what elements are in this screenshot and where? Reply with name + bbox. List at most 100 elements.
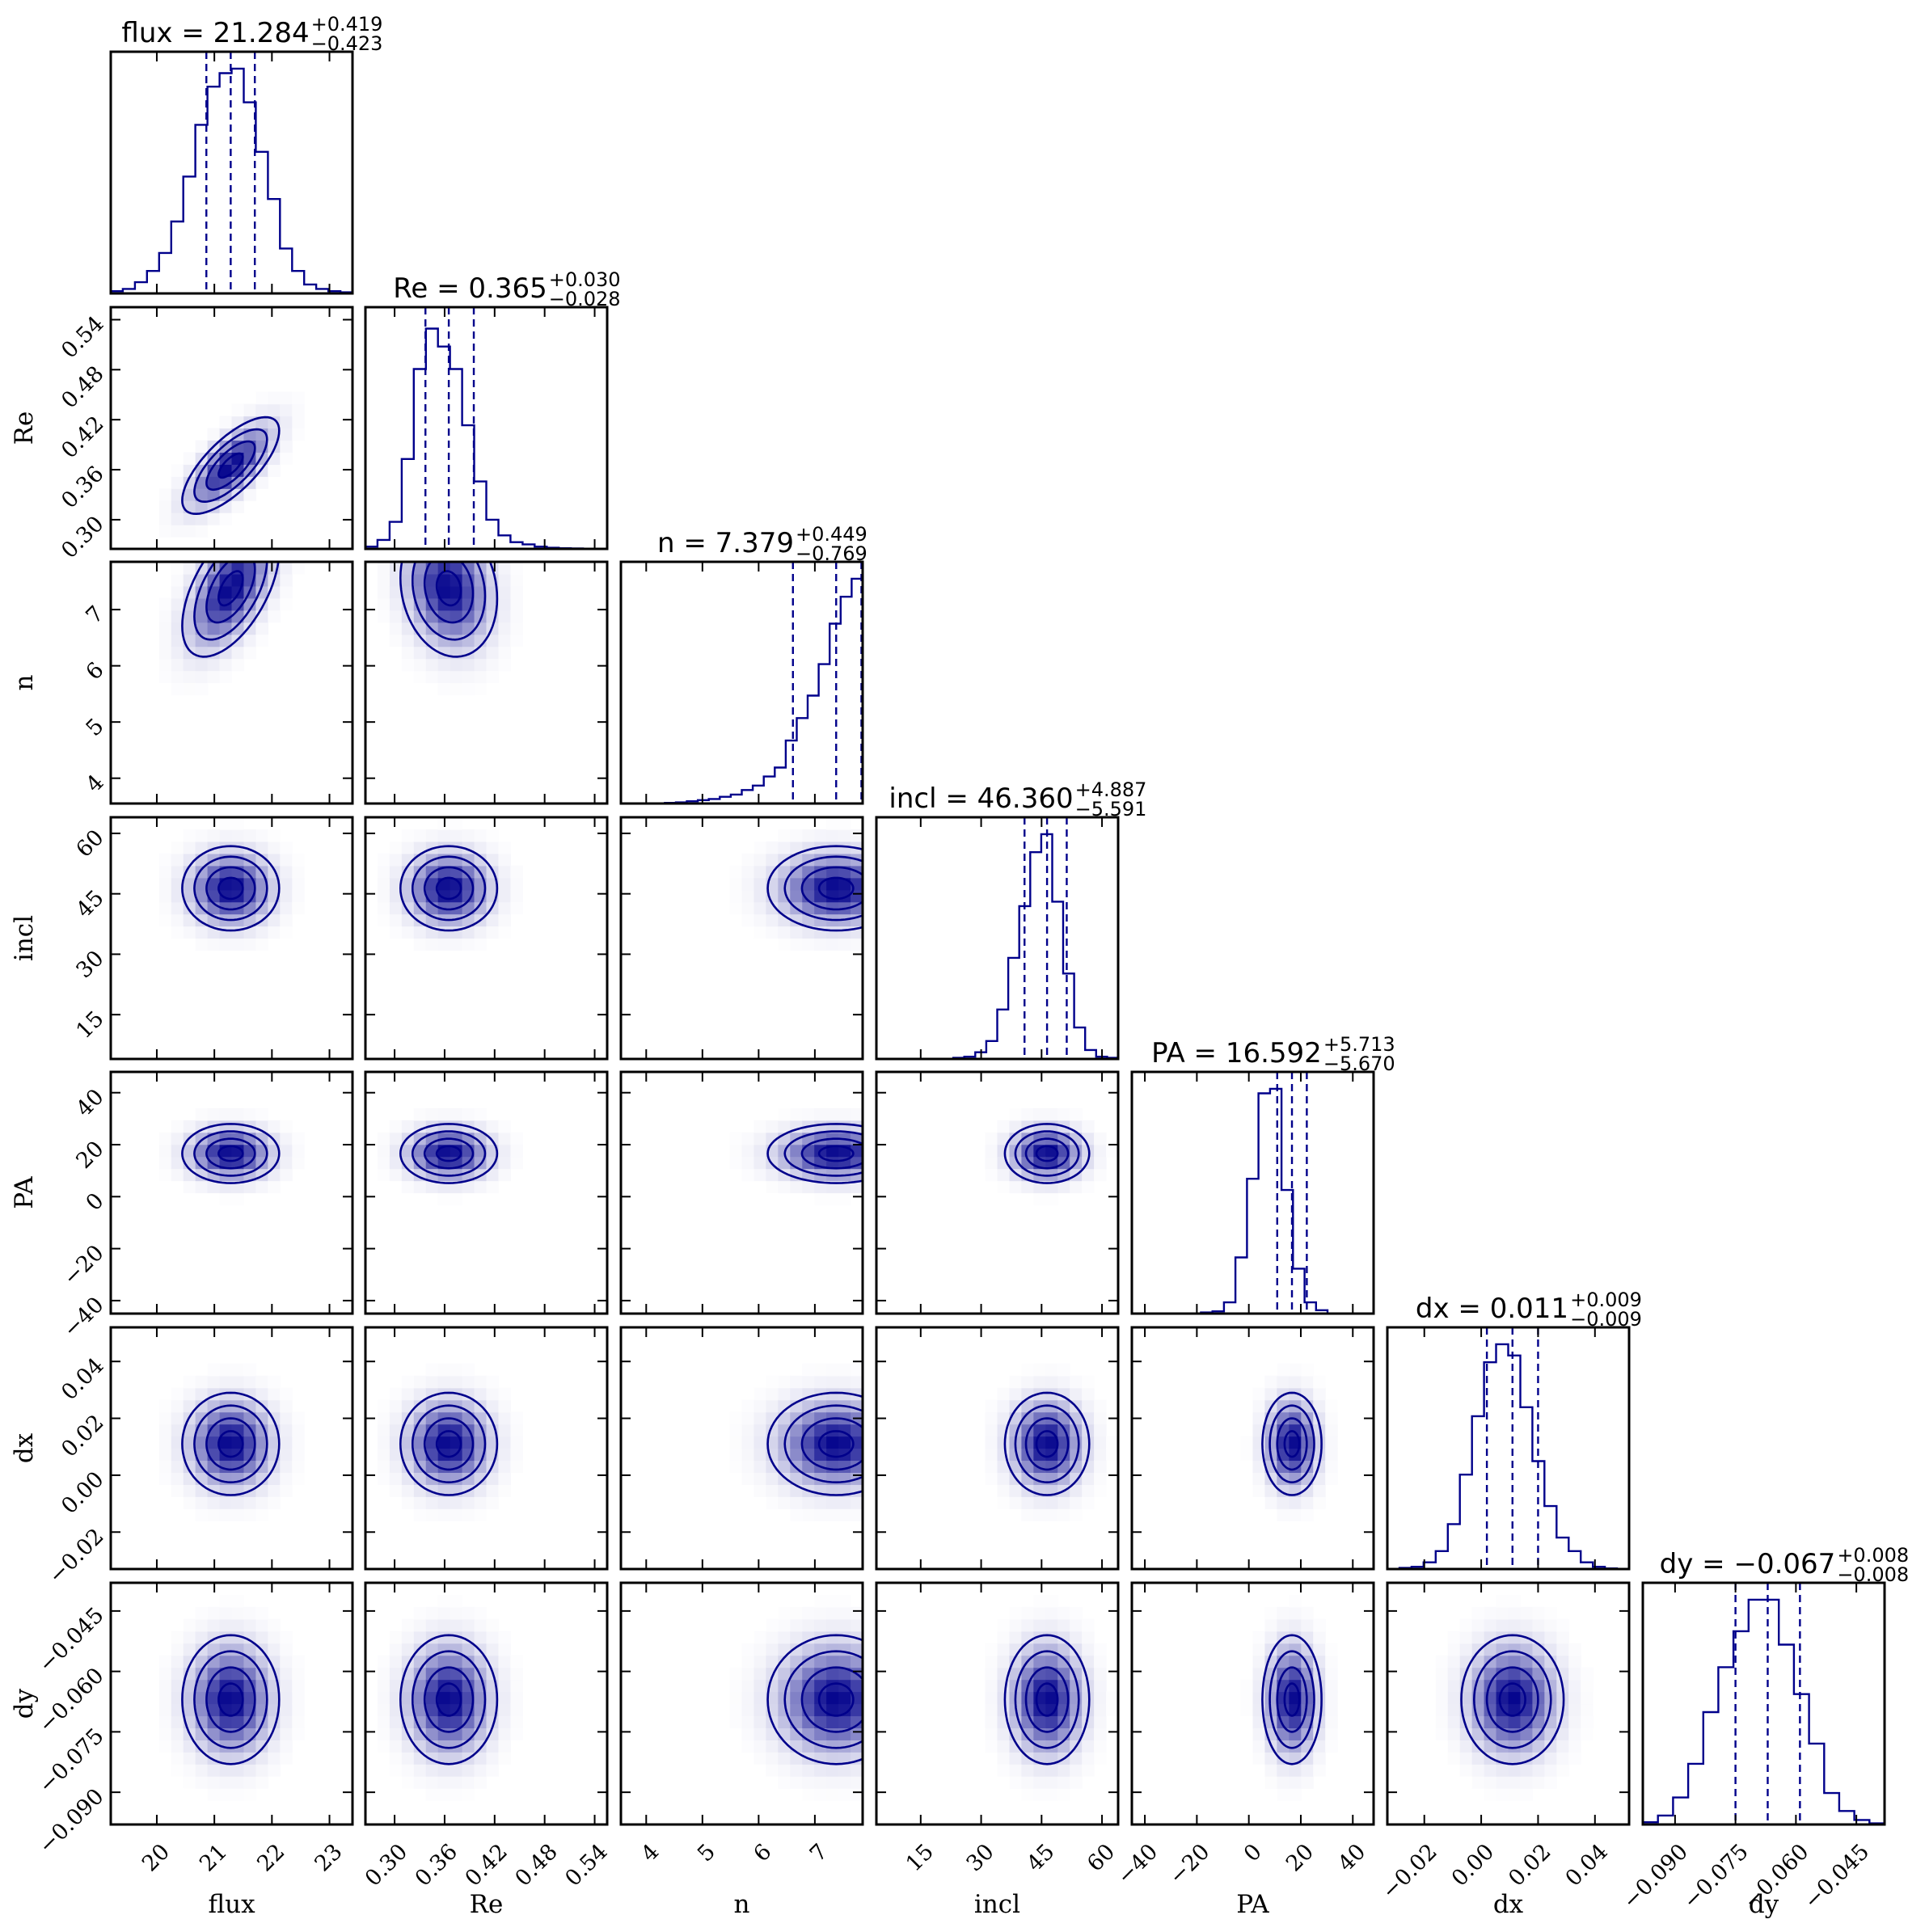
density-cell: [450, 670, 463, 684]
density-cell: [195, 877, 209, 891]
density-cell: [377, 1472, 390, 1485]
density-cell: [183, 1399, 196, 1413]
density-cell: [1289, 1618, 1302, 1632]
density-cell: [389, 913, 403, 927]
title-n: n = 7.379: [657, 527, 794, 559]
density-cell: [1313, 1630, 1326, 1644]
density-cell: [255, 403, 268, 417]
density-cell: [158, 634, 172, 648]
contour-dx-dy: [1498, 1682, 1526, 1717]
density-cell: [1106, 1691, 1118, 1705]
density-cell: [1471, 1606, 1485, 1620]
density-cell: [826, 926, 839, 939]
density-cell: [997, 1120, 1011, 1133]
contour-PA-dx: [1276, 1417, 1308, 1471]
density-cell: [790, 1424, 803, 1437]
density-cell: [243, 1508, 256, 1521]
density-cell: [158, 1472, 172, 1485]
density-cell: [401, 913, 415, 927]
density-cell: [814, 1764, 827, 1777]
density-cell: [1264, 1436, 1277, 1449]
density-cell: [450, 853, 463, 867]
panel-content: [158, 562, 305, 696]
density-cell: [243, 488, 256, 501]
density-cell: [778, 1727, 791, 1740]
y-tick-label: 0.42: [57, 411, 108, 463]
density-cell: [790, 1436, 803, 1449]
density-cell: [401, 1399, 415, 1413]
density-cell: [1264, 1764, 1277, 1777]
density-cell: [510, 597, 523, 611]
density-cell: [425, 1375, 439, 1389]
density-cell: [474, 938, 488, 951]
density-cell: [171, 1399, 184, 1413]
density-cell: [268, 1399, 281, 1413]
density-cell: [838, 1715, 851, 1728]
contour-flux-n: [193, 562, 268, 641]
density-cell: [510, 901, 523, 915]
density-cell: [437, 585, 451, 599]
density-cell: [778, 1120, 791, 1133]
density-cell: [802, 1655, 815, 1668]
density-cell: [985, 1132, 998, 1145]
contour-n-incl: [766, 845, 863, 932]
density-cell: [243, 1460, 256, 1473]
density-cell: [766, 1752, 779, 1765]
density-cell: [207, 1436, 221, 1449]
density-cell: [985, 1667, 998, 1681]
density-cell: [1021, 1618, 1034, 1632]
y-tick-label: 20: [71, 1137, 108, 1174]
density-cell: [486, 1120, 500, 1133]
density-cell: [450, 1618, 463, 1632]
density-cell: [462, 1643, 475, 1656]
density-cell: [997, 1618, 1011, 1632]
density-cell: [498, 585, 511, 599]
density-cell: [802, 1460, 815, 1473]
density-cell: [1459, 1691, 1473, 1705]
density-cell: [510, 1424, 523, 1437]
density-cell: [1033, 1192, 1046, 1206]
density-cell: [268, 1691, 281, 1705]
density-cell: [1301, 1606, 1314, 1620]
contour-incl-dy: [1003, 1634, 1091, 1765]
density-cell: [741, 901, 755, 915]
density-cell: [183, 1484, 196, 1497]
density-cell: [158, 1703, 172, 1717]
y-tick-label: 0.02: [57, 1410, 108, 1462]
density-cell: [1447, 1630, 1461, 1644]
density-cell: [389, 1764, 403, 1777]
density-cell: [1094, 1691, 1107, 1705]
density-cell: [1520, 1715, 1533, 1728]
density-cell: [729, 889, 743, 903]
y-axis-label-incl: incl: [10, 915, 39, 961]
title-plus-flux: +0.419: [311, 13, 383, 36]
density-cell: [389, 1387, 403, 1401]
density-cell: [280, 1484, 293, 1497]
density-cell: [158, 1168, 172, 1182]
density-cell: [985, 1679, 998, 1693]
density-cell: [437, 1752, 451, 1765]
contour-Re-n: [399, 562, 499, 658]
density-cell: [207, 1776, 221, 1789]
density-cell: [195, 1679, 209, 1693]
density-cell: [1313, 1691, 1326, 1705]
density-cell: [389, 1715, 403, 1728]
density-cell: [826, 1667, 839, 1681]
density-cell: [243, 1788, 256, 1801]
density-cell: [255, 938, 268, 951]
density-cell: [985, 1472, 998, 1485]
panel-frame: [109, 50, 354, 295]
density-cell: [814, 1606, 827, 1620]
density-cell: [838, 1776, 851, 1789]
density-cell: [790, 865, 803, 879]
density-cell: [1447, 1679, 1461, 1693]
density-cell: [280, 1703, 293, 1717]
density-cell: [401, 1776, 415, 1789]
density-cell: [1568, 1752, 1581, 1765]
density-cell: [292, 1411, 305, 1425]
panel-Re-PA: [364, 1070, 609, 1315]
density-cell: [1496, 1764, 1509, 1777]
density-cell: [171, 500, 184, 513]
density-cell: [790, 926, 803, 939]
